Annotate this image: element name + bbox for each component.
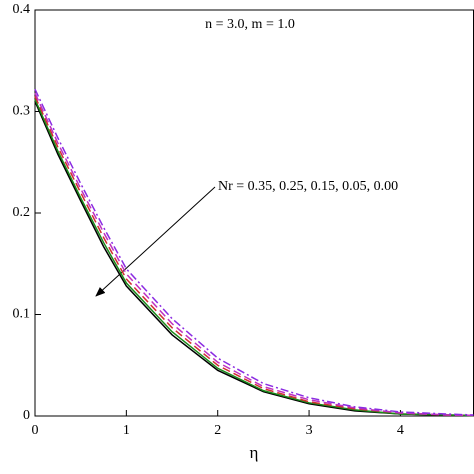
y-tick-label: 0.4 [13, 2, 31, 17]
series-line [34, 88, 474, 416]
annotation: n = 3.0, m = 1.0 [205, 17, 295, 32]
arrow [95, 186, 216, 297]
plot-frame [34, 9, 474, 417]
y-tick-label: 0.1 [13, 307, 31, 322]
x-tick-label: 0 [32, 423, 39, 438]
x-tick-label: 2 [214, 423, 221, 438]
annotation: Nr = 0.35, 0.25, 0.15, 0.05, 0.00 [218, 179, 398, 194]
y-tick-label: 0.3 [13, 104, 31, 119]
series-line [34, 99, 474, 417]
x-axis-label: η [250, 443, 259, 462]
y-tick-label: 0 [23, 408, 30, 423]
x-tick-label: 4 [397, 423, 404, 438]
series-line [34, 101, 474, 417]
series-line [34, 92, 474, 417]
y-tick-label: 0.2 [13, 205, 31, 220]
x-tick-label: 3 [306, 423, 313, 438]
series-line [34, 95, 474, 417]
x-tick-label: 1 [123, 423, 130, 438]
